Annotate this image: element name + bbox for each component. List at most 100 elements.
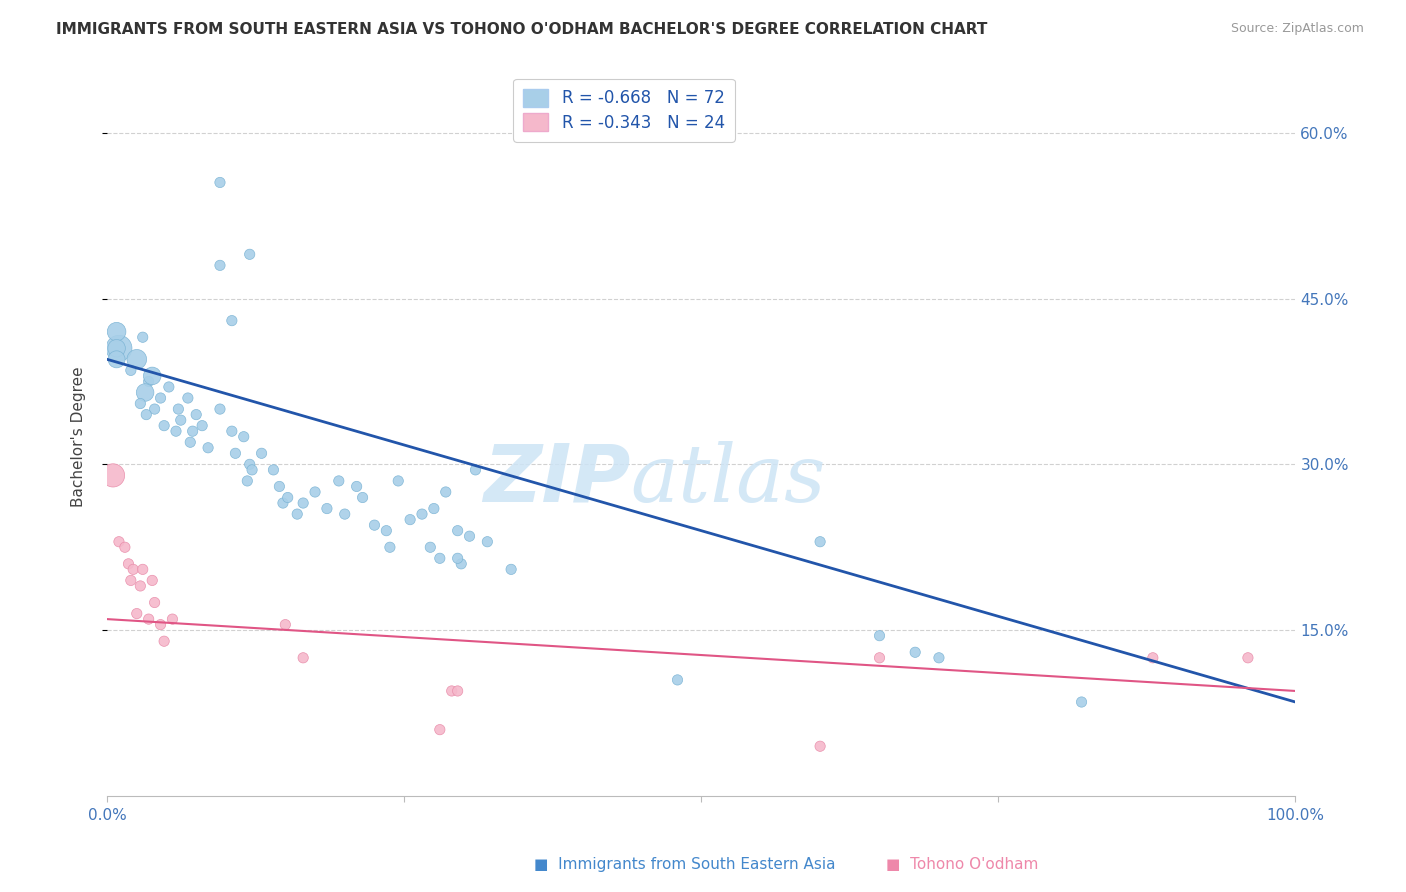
Point	[333, 507, 356, 521]
Point	[138, 375, 160, 389]
Point	[132, 562, 155, 576]
Point	[446, 524, 468, 538]
Point	[132, 330, 155, 344]
Point	[208, 258, 231, 272]
Point	[125, 607, 148, 621]
Point	[197, 441, 219, 455]
Point	[232, 430, 254, 444]
Point	[141, 574, 163, 588]
Point	[419, 541, 441, 555]
Point	[262, 463, 284, 477]
Point	[224, 446, 246, 460]
Point	[1237, 650, 1260, 665]
Point	[157, 380, 180, 394]
Point	[269, 479, 291, 493]
Point	[149, 391, 172, 405]
Point	[429, 723, 451, 737]
Point	[429, 551, 451, 566]
Point	[464, 463, 486, 477]
Point	[411, 507, 433, 521]
Point	[120, 574, 142, 588]
Point	[236, 474, 259, 488]
Point	[387, 474, 409, 488]
Point	[134, 385, 156, 400]
Text: ■  Immigrants from South Eastern Asia: ■ Immigrants from South Eastern Asia	[534, 857, 835, 872]
Point	[125, 352, 148, 367]
Point	[277, 491, 299, 505]
Point	[440, 684, 463, 698]
Point	[167, 402, 190, 417]
Point	[904, 645, 927, 659]
Point	[191, 418, 214, 433]
Point	[108, 341, 131, 355]
Point	[170, 413, 193, 427]
Text: Source: ZipAtlas.com: Source: ZipAtlas.com	[1230, 22, 1364, 36]
Point	[869, 650, 891, 665]
Text: IMMIGRANTS FROM SOUTH EASTERN ASIA VS TOHONO O'ODHAM BACHELOR'S DEGREE CORRELATI: IMMIGRANTS FROM SOUTH EASTERN ASIA VS TO…	[56, 22, 987, 37]
Point	[316, 501, 339, 516]
Point	[208, 176, 231, 190]
Point	[808, 534, 831, 549]
Point	[143, 402, 166, 417]
Point	[105, 352, 128, 367]
Point	[221, 313, 243, 327]
Point	[135, 408, 157, 422]
Point	[869, 629, 891, 643]
Point	[105, 341, 128, 355]
Point	[285, 507, 308, 521]
Point	[138, 612, 160, 626]
Point	[108, 534, 131, 549]
Point	[250, 446, 273, 460]
Point	[274, 617, 297, 632]
Text: atlas: atlas	[630, 441, 825, 518]
Point	[1070, 695, 1092, 709]
Text: ZIP: ZIP	[482, 441, 630, 519]
Point	[181, 424, 204, 438]
Point	[162, 612, 184, 626]
Point	[179, 435, 201, 450]
Point	[328, 474, 350, 488]
Point	[240, 463, 263, 477]
Point	[501, 562, 523, 576]
Point	[117, 557, 139, 571]
Point	[292, 496, 315, 510]
Text: ■  Tohono O'odham: ■ Tohono O'odham	[886, 857, 1038, 872]
Point	[378, 541, 401, 555]
Point	[153, 418, 176, 433]
Point	[105, 325, 128, 339]
Point	[928, 650, 950, 665]
Point	[165, 424, 187, 438]
Point	[177, 391, 200, 405]
Legend: R = -0.668   N = 72, R = -0.343   N = 24: R = -0.668 N = 72, R = -0.343 N = 24	[513, 78, 735, 142]
Point	[423, 501, 446, 516]
Point	[304, 485, 326, 500]
Point	[101, 468, 124, 483]
Point	[375, 524, 398, 538]
Point	[292, 650, 315, 665]
Point	[346, 479, 368, 493]
Point	[363, 518, 385, 533]
Point	[114, 541, 136, 555]
Point	[352, 491, 374, 505]
Point	[1142, 650, 1164, 665]
Point	[120, 363, 142, 377]
Point	[434, 485, 457, 500]
Point	[477, 534, 499, 549]
Point	[808, 739, 831, 754]
Point	[450, 557, 472, 571]
Point	[446, 684, 468, 698]
Point	[446, 551, 468, 566]
Point	[153, 634, 176, 648]
Point	[141, 368, 163, 383]
Point	[208, 402, 231, 417]
Point	[666, 673, 689, 687]
Point	[129, 396, 152, 410]
Y-axis label: Bachelor's Degree: Bachelor's Degree	[72, 367, 86, 507]
Point	[143, 595, 166, 609]
Point	[239, 458, 262, 472]
Point	[221, 424, 243, 438]
Point	[149, 617, 172, 632]
Point	[239, 247, 262, 261]
Point	[122, 562, 145, 576]
Point	[399, 513, 422, 527]
